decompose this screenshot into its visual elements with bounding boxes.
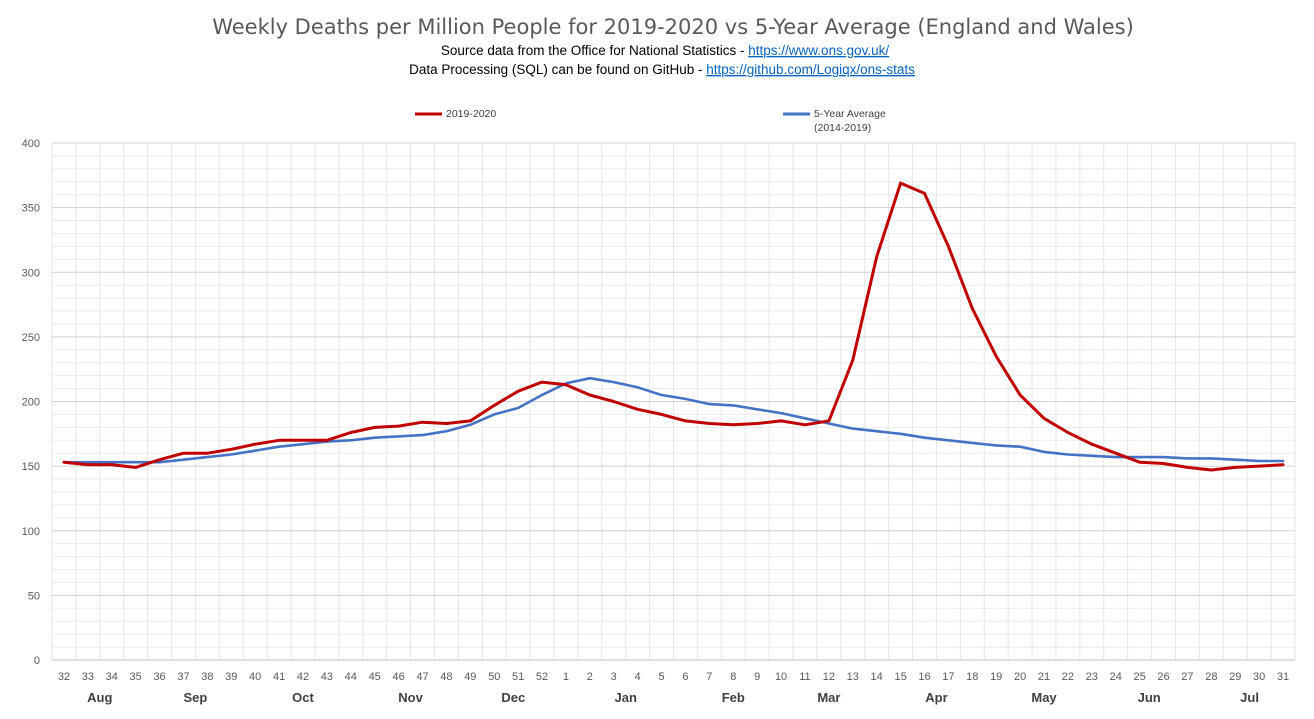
legend-label-5-year-average-years: (2014-2019) <box>814 122 871 134</box>
x-tick-label: 33 <box>82 671 94 683</box>
x-tick-label: 15 <box>894 671 906 683</box>
x-tick-label: 7 <box>706 671 712 683</box>
x-tick-label: 45 <box>369 671 381 683</box>
month-label: Nov <box>398 690 423 705</box>
x-tick-label: 21 <box>1038 671 1050 683</box>
x-tick-label: 19 <box>990 671 1002 683</box>
x-tick-label: 47 <box>416 671 428 683</box>
month-label: May <box>1031 690 1057 705</box>
x-tick-label: 43 <box>321 671 333 683</box>
x-tick-label: 10 <box>775 671 787 683</box>
x-tick-label: 4 <box>635 671 641 683</box>
x-tick-label: 2 <box>587 671 593 683</box>
x-tick-label: 29 <box>1229 671 1241 683</box>
source-prefix: Source data from the Office for National… <box>441 43 748 58</box>
series-line-5-year-average <box>62 376 1285 464</box>
x-tick-label: 30 <box>1253 671 1265 683</box>
x-tick-label: 48 <box>440 671 452 683</box>
y-tick-label: 200 <box>22 397 40 409</box>
y-tick-label: 400 <box>22 138 40 150</box>
gridlines <box>51 142 1296 661</box>
x-tick-label: 35 <box>130 671 142 683</box>
x-tick-label: 5 <box>658 671 664 683</box>
y-tick-label: 250 <box>22 332 40 344</box>
x-tick-label: 13 <box>847 671 859 683</box>
x-tick-label: 34 <box>106 671 118 683</box>
x-tick-label: 18 <box>966 671 978 683</box>
x-tick-label: 38 <box>201 671 213 683</box>
x-tick-label: 32 <box>58 671 70 683</box>
github-link[interactable]: https://github.com/Logiqx/ons-stats <box>706 62 915 77</box>
legend: 2019-2020 5-Year Average (2014-2019) <box>415 108 886 134</box>
x-tick-label: 9 <box>754 671 760 683</box>
x-tick-label: 50 <box>488 671 500 683</box>
x-tick-label: 49 <box>464 671 476 683</box>
month-label: Sep <box>184 690 208 705</box>
x-tick-label: 46 <box>392 671 404 683</box>
chart-subtitle-source: Source data from the Office for National… <box>441 43 889 58</box>
x-tick-label: 6 <box>682 671 688 683</box>
month-label: Dec <box>501 690 525 705</box>
x-tick-label: 22 <box>1062 671 1074 683</box>
y-tick-label: 150 <box>22 461 40 473</box>
x-tick-label: 51 <box>512 671 524 683</box>
x-tick-label: 26 <box>1157 671 1169 683</box>
x-tick-label: 41 <box>273 671 285 683</box>
x-tick-label: 44 <box>345 671 357 683</box>
chart-title: Weekly Deaths per Million People for 201… <box>212 15 1134 39</box>
series-lines <box>62 181 1285 472</box>
x-tick-label: 36 <box>153 671 165 683</box>
x-tick-label: 52 <box>536 671 548 683</box>
legend-label-2019-2020: 2019-2020 <box>446 108 496 120</box>
series-line-2019-2020 <box>62 181 1285 472</box>
x-tick-label: 23 <box>1086 671 1098 683</box>
month-label: Apr <box>925 690 947 705</box>
x-tick-label: 1 <box>563 671 569 683</box>
month-label: Jul <box>1240 690 1259 705</box>
y-tick-label: 350 <box>22 203 40 215</box>
ons-link[interactable]: https://www.ons.gov.uk/ <box>748 43 889 58</box>
x-tick-label: 31 <box>1277 671 1289 683</box>
x-tick-label: 12 <box>823 671 835 683</box>
month-label: Jan <box>614 690 636 705</box>
x-tick-label: 8 <box>730 671 736 683</box>
x-tick-label: 40 <box>249 671 261 683</box>
y-tick-label: 100 <box>22 526 40 538</box>
x-tick-label: 27 <box>1181 671 1193 683</box>
x-tick-label: 3 <box>611 671 617 683</box>
month-label: Feb <box>722 690 745 705</box>
month-label: Oct <box>292 690 314 705</box>
x-tick-label: 37 <box>177 671 189 683</box>
x-tick-label: 16 <box>918 671 930 683</box>
x-tick-label: 20 <box>1014 671 1026 683</box>
month-label: Aug <box>87 690 112 705</box>
x-tick-label: 17 <box>942 671 954 683</box>
y-tick-label: 50 <box>28 590 40 602</box>
x-tick-label: 14 <box>871 671 883 683</box>
x-tick-label: 25 <box>1134 671 1146 683</box>
chart-subtitle-github: Data Processing (SQL) can be found on Gi… <box>409 62 915 77</box>
legend-label-5-year-average: 5-Year Average <box>814 108 886 120</box>
github-prefix: Data Processing (SQL) can be found on Gi… <box>409 62 706 77</box>
x-tick-label: 24 <box>1110 671 1122 683</box>
x-tick-label: 39 <box>225 671 237 683</box>
y-tick-label: 0 <box>34 655 40 667</box>
x-tick-label: 11 <box>799 671 810 683</box>
x-tick-label: 28 <box>1205 671 1217 683</box>
y-tick-label: 300 <box>22 267 40 279</box>
x-tick-label: 42 <box>297 671 309 683</box>
month-label: Mar <box>817 690 840 705</box>
month-label: Jun <box>1138 690 1161 705</box>
